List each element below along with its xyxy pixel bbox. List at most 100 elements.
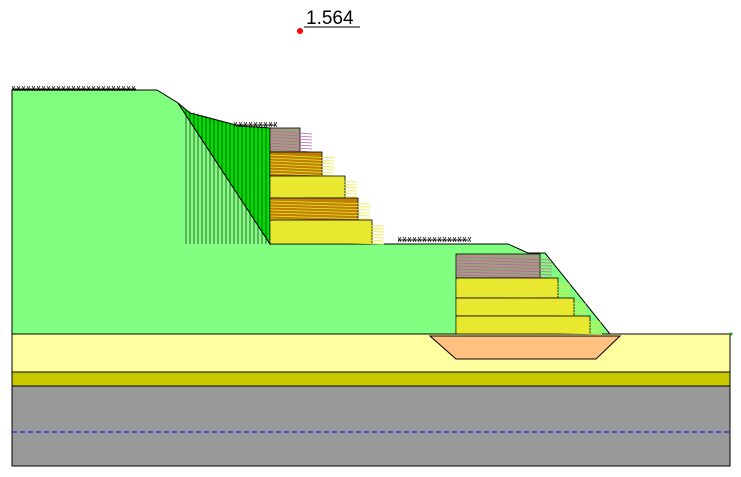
geogrid-line (269, 163, 335, 168)
geogrid-line (455, 306, 587, 311)
slip-mass-hatching (185, 110, 267, 244)
geogrid-line (269, 136, 313, 141)
surcharge-tick (51, 85, 56, 92)
surcharge-tick (397, 236, 402, 243)
surcharge-tick (21, 85, 26, 92)
surcharge-tick (121, 85, 126, 92)
geogrid-line (269, 234, 385, 239)
surcharge-tick (462, 236, 467, 243)
geogrid-line (269, 184, 358, 189)
geogrid-line (269, 209, 371, 214)
geogrid-line (455, 309, 587, 314)
surcharge-tick (432, 236, 437, 243)
geogrid-line (269, 145, 313, 150)
geogrid-line (269, 206, 371, 211)
slip-circle-center (297, 28, 303, 34)
surcharge-tick (402, 236, 407, 243)
surcharge-tick (447, 236, 452, 243)
surcharge-tick (126, 85, 131, 92)
geogrid-line (269, 142, 313, 147)
geogrid-line (269, 222, 385, 227)
geogrid-line (269, 130, 313, 135)
geogrid-line (269, 237, 385, 242)
geogrid-line (455, 318, 603, 323)
surcharge-tick (56, 85, 61, 92)
surcharge-tick (233, 121, 238, 128)
surcharge-tick (86, 85, 91, 92)
bedrock-layer (11, 385, 731, 467)
surcharge-tick (66, 85, 71, 92)
surcharge-load-wall (233, 121, 278, 128)
geogrid-line (455, 330, 603, 335)
surcharge-tick (26, 85, 31, 92)
geogrid-line (455, 300, 587, 305)
geogrid-line (269, 231, 385, 236)
surcharge-tick (106, 85, 111, 92)
geogrid-line (455, 324, 603, 329)
geogrid-line (455, 268, 553, 273)
surcharge-tick (71, 85, 76, 92)
surcharge-tick (41, 85, 46, 92)
surcharge-tick (91, 85, 96, 92)
geogrid-line (269, 187, 358, 192)
geogrid-line (455, 274, 553, 279)
surcharge-tick (131, 85, 136, 92)
surcharge-tick (76, 85, 81, 92)
surcharge-tick (238, 121, 243, 128)
geogrid-line (269, 148, 313, 153)
upper-stratum-layer (11, 333, 731, 373)
surcharge-tick (11, 85, 16, 92)
surcharge-tick (31, 85, 36, 92)
geogrid-line (455, 303, 587, 308)
surcharge-tick (96, 85, 101, 92)
surcharge-load-bench (397, 236, 472, 243)
factor-of-safety-label: 1.564 (306, 8, 354, 29)
surcharge-tick (101, 85, 106, 92)
middle-stratum-layer (11, 371, 731, 387)
geogrid-line (269, 169, 335, 174)
surcharge-tick (258, 121, 263, 128)
surcharge-tick (253, 121, 258, 128)
geogrid-line (269, 139, 313, 144)
surcharge-tick (417, 236, 422, 243)
geogrid-line (269, 157, 335, 162)
surcharge-tick (263, 121, 268, 128)
geogrid-line (269, 190, 358, 195)
geogrid-line (455, 265, 553, 270)
geogrid-line (269, 200, 371, 205)
geogrid-line (269, 166, 335, 171)
geogrid-line (455, 321, 603, 326)
right-boundary-marker (729, 332, 733, 336)
geogrid-line (455, 280, 571, 285)
geogrid-line (269, 225, 385, 230)
surcharge-tick (407, 236, 412, 243)
geogrid-line (455, 262, 553, 267)
surcharge-tick (273, 121, 278, 128)
geogrid-line (269, 240, 385, 245)
surcharge-tick (452, 236, 457, 243)
surcharge-tick (467, 236, 472, 243)
surcharge-tick (36, 85, 41, 92)
surcharge-tick (437, 236, 442, 243)
geogrid-line (455, 292, 571, 297)
surcharge-tick (268, 121, 273, 128)
geogrid-line (269, 154, 335, 159)
surcharge-load-crest (11, 85, 136, 92)
geogrid-line (269, 172, 335, 177)
surcharge-tick (427, 236, 432, 243)
surcharge-tick (61, 85, 66, 92)
surcharge-tick (116, 85, 121, 92)
geogrid-line (269, 215, 371, 220)
geogrid-line (269, 178, 358, 183)
geogrid-line (269, 133, 313, 138)
surcharge-tick (111, 85, 116, 92)
geogrid-line (269, 203, 371, 208)
surcharge-tick (422, 236, 427, 243)
surcharge-tick (457, 236, 462, 243)
geogrid-line (269, 160, 335, 165)
lower-reinforced-wall (455, 253, 603, 335)
surcharge-tick (412, 236, 417, 243)
foundation-pad (428, 335, 622, 360)
geogrid-line (455, 286, 571, 291)
